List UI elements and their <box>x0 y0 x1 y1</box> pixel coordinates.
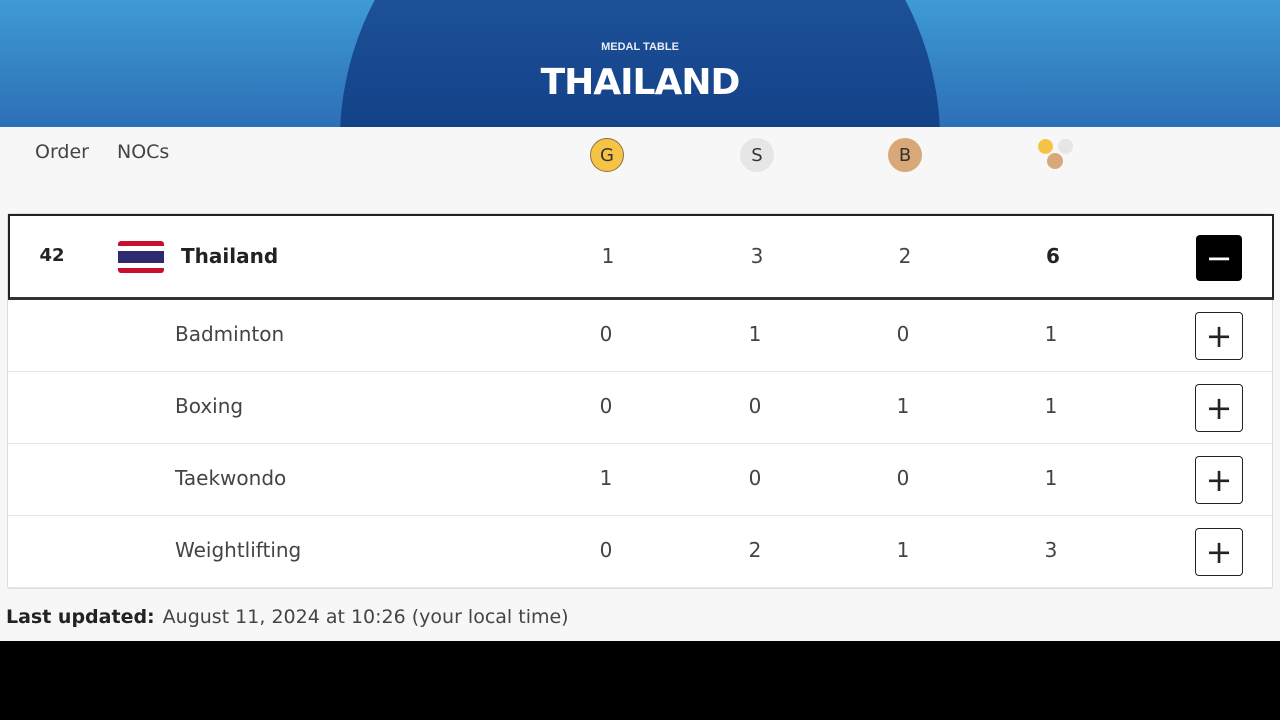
sport-row[interactable]: Taekwondo 1 0 0 1 + <box>8 444 1272 516</box>
gold-count: 1 <box>601 244 615 268</box>
sport-row[interactable]: Badminton 0 1 0 1 + <box>8 300 1272 372</box>
column-nocs[interactable]: NOCs <box>117 141 170 163</box>
country-row[interactable]: 42 Thailand 1 3 2 6 − <box>8 214 1274 300</box>
last-updated-value: August 11, 2024 at 10:26 (your local tim… <box>162 606 569 628</box>
bronze-count: 0 <box>896 466 910 490</box>
thailand-flag-icon <box>118 241 164 273</box>
silver-medal-icon[interactable]: S <box>740 138 774 172</box>
results-table: 42 Thailand 1 3 2 6 − Badminton 0 1 0 1 + Boxi… <box>7 213 1274 589</box>
sport-name: Badminton <box>175 322 285 346</box>
total-count: 1 <box>1044 394 1058 418</box>
total-count: 1 <box>1044 466 1058 490</box>
sport-row[interactable]: Boxing 0 0 1 1 + <box>8 372 1272 444</box>
country-name[interactable]: Thailand <box>181 244 279 268</box>
gold-count: 0 <box>599 322 613 346</box>
bronze-medal-icon[interactable]: B <box>888 138 922 172</box>
collapse-button[interactable]: − <box>1196 235 1242 281</box>
expand-button[interactable]: + <box>1195 384 1243 432</box>
last-updated: Last updated: August 11, 2024 at 10:26 (y… <box>6 606 569 628</box>
silver-count: 1 <box>748 322 762 346</box>
sport-name: Boxing <box>175 394 244 418</box>
expand-button[interactable]: + <box>1195 528 1243 576</box>
last-updated-label: Last updated: <box>6 606 155 628</box>
total-count: 3 <box>1044 538 1058 562</box>
silver-count: 0 <box>748 466 762 490</box>
gold-count: 0 <box>599 394 613 418</box>
bronze-count: 1 <box>896 394 910 418</box>
gold-medal-icon[interactable]: G <box>590 138 624 172</box>
column-order[interactable]: Order <box>35 141 89 163</box>
total-medals-icon[interactable] <box>1036 137 1076 173</box>
gold-count: 0 <box>599 538 613 562</box>
rank: 42 <box>39 245 65 266</box>
banner-kicker: MEDAL TABLE <box>601 41 679 53</box>
silver-count: 3 <box>750 244 764 268</box>
sport-name: Weightlifting <box>175 538 302 562</box>
sport-name: Taekwondo <box>175 466 287 490</box>
gold-count: 1 <box>599 466 613 490</box>
hero-banner: MEDAL TABLE THAILAND <box>0 0 1280 127</box>
expand-button[interactable]: + <box>1195 312 1243 360</box>
sport-row[interactable]: Weightlifting 0 2 1 3 + <box>8 516 1272 588</box>
banner-arc <box>340 0 940 127</box>
page-title: THAILAND <box>540 62 741 103</box>
medal-table: Order NOCs G S B 42 Thailand 1 3 2 6 − B… <box>0 127 1280 641</box>
total-count: 6 <box>1046 244 1060 268</box>
expand-button[interactable]: + <box>1195 456 1243 504</box>
silver-count: 2 <box>748 538 762 562</box>
silver-count: 0 <box>748 394 762 418</box>
bronze-count: 2 <box>898 244 912 268</box>
bronze-count: 1 <box>896 538 910 562</box>
bronze-count: 0 <box>896 322 910 346</box>
total-count: 1 <box>1044 322 1058 346</box>
